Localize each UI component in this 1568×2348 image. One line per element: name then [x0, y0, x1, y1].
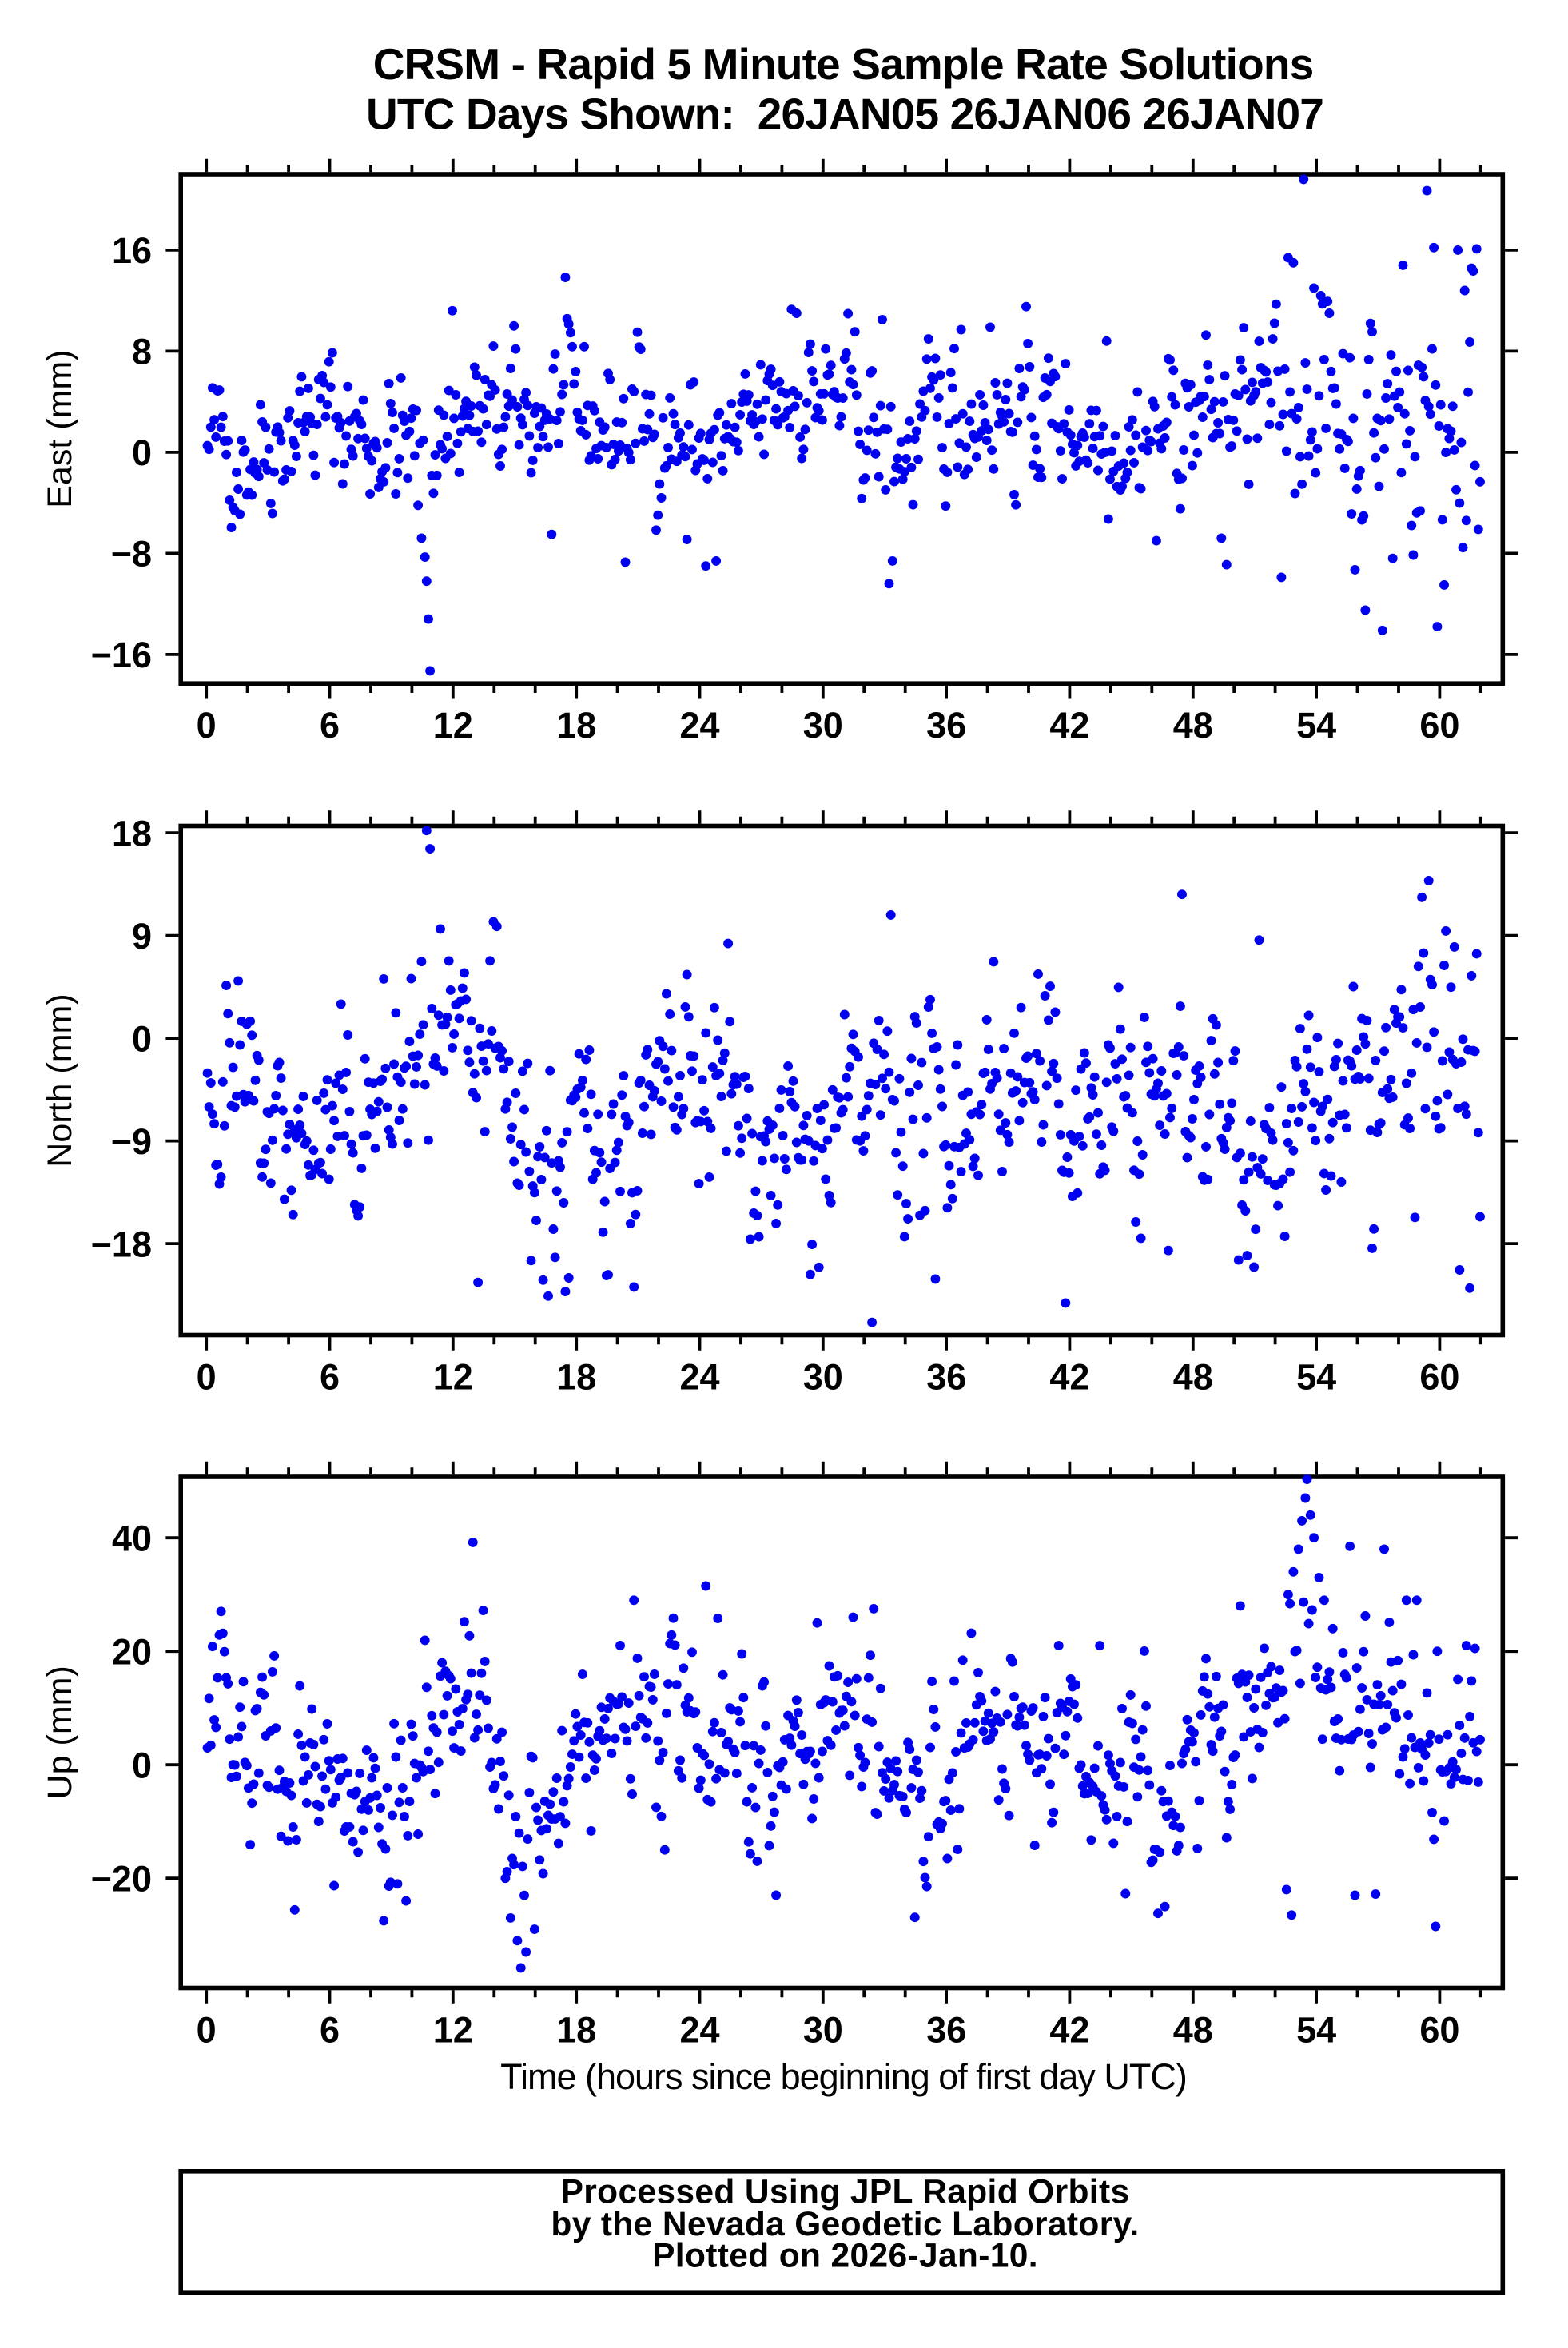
svg-text:18: 18	[112, 813, 152, 854]
svg-text:12: 12	[433, 2010, 473, 2051]
svg-text:60: 60	[1419, 2010, 1459, 2051]
svg-text:Up (mm): Up (mm)	[41, 1665, 79, 1799]
svg-text:18: 18	[556, 705, 596, 746]
svg-text:54: 54	[1296, 705, 1336, 746]
svg-text:48: 48	[1173, 2010, 1213, 2051]
svg-text:North (mm): North (mm)	[41, 993, 79, 1167]
svg-text:54: 54	[1296, 1357, 1336, 1398]
svg-text:30: 30	[803, 1357, 843, 1398]
svg-text:20: 20	[112, 1632, 152, 1673]
svg-text:0: 0	[132, 1018, 152, 1059]
svg-text:48: 48	[1173, 1357, 1213, 1398]
svg-text:0: 0	[132, 1745, 152, 1786]
svg-text:16: 16	[112, 230, 152, 271]
svg-text:12: 12	[433, 705, 473, 746]
svg-text:0: 0	[197, 705, 217, 746]
svg-text:18: 18	[556, 1357, 596, 1398]
svg-text:30: 30	[803, 705, 843, 746]
svg-text:UTC Days Shown: 26JAN05 26JAN: UTC Days Shown: 26JAN05 26JAN06 26JAN07	[366, 90, 1323, 139]
svg-text:6: 6	[320, 1357, 340, 1398]
svg-text:9: 9	[132, 916, 152, 957]
svg-text:by the Nevada Geodetic Laborat: by the Nevada Geodetic Laboratory.	[551, 2206, 1139, 2243]
svg-text:36: 36	[926, 1357, 966, 1398]
svg-text:24: 24	[679, 705, 719, 746]
svg-text:24: 24	[679, 1357, 719, 1398]
svg-text:−9: −9	[111, 1121, 152, 1162]
svg-text:Processed Using JPL Rapid Orbi: Processed Using JPL Rapid Orbits	[561, 2173, 1130, 2211]
svg-text:East (mm): East (mm)	[41, 349, 79, 507]
svg-text:40: 40	[112, 1518, 152, 1559]
svg-text:6: 6	[320, 705, 340, 746]
svg-text:48: 48	[1173, 705, 1213, 746]
svg-text:36: 36	[926, 2010, 966, 2051]
svg-text:−8: −8	[111, 534, 152, 575]
svg-text:0: 0	[197, 2010, 217, 2051]
svg-text:Time (hours since beginning of: Time (hours since beginning of first day…	[500, 2056, 1187, 2097]
svg-text:CRSM - Rapid 5 Minute Sample R: CRSM - Rapid 5 Minute Sample Rate Soluti…	[373, 39, 1314, 89]
svg-text:54: 54	[1296, 2010, 1336, 2051]
svg-text:6: 6	[320, 2010, 340, 2051]
svg-text:18: 18	[556, 2010, 596, 2051]
svg-text:42: 42	[1049, 1357, 1089, 1398]
svg-text:24: 24	[679, 2010, 719, 2051]
svg-text:−18: −18	[91, 1224, 152, 1264]
svg-text:Plotted on 2026-Jan-10.: Plotted on 2026-Jan-10.	[652, 2238, 1038, 2275]
svg-text:0: 0	[197, 1357, 217, 1398]
svg-text:−16: −16	[91, 635, 152, 675]
svg-text:8: 8	[132, 332, 152, 372]
svg-text:60: 60	[1419, 705, 1459, 746]
svg-text:42: 42	[1049, 705, 1089, 746]
svg-text:30: 30	[803, 2010, 843, 2051]
svg-text:42: 42	[1049, 2010, 1089, 2051]
svg-text:−20: −20	[91, 1859, 152, 1900]
svg-text:36: 36	[926, 705, 966, 746]
svg-text:0: 0	[132, 432, 152, 473]
svg-text:60: 60	[1419, 1357, 1459, 1398]
svg-text:12: 12	[433, 1357, 473, 1398]
